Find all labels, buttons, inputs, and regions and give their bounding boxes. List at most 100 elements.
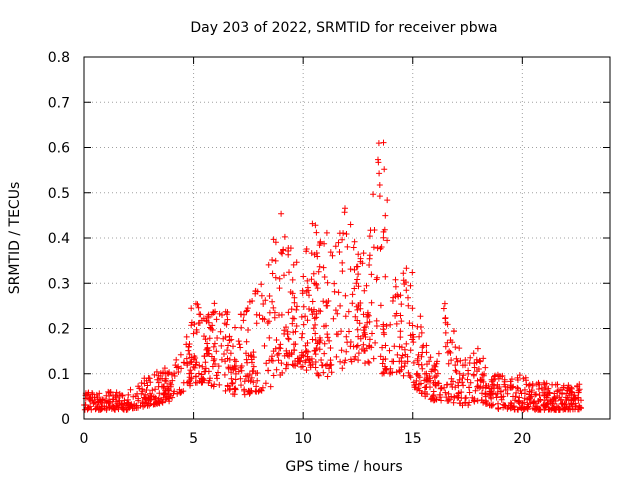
data-point xyxy=(339,259,346,266)
data-point xyxy=(366,252,373,259)
data-point xyxy=(342,357,349,364)
data-point xyxy=(269,353,275,360)
data-point xyxy=(122,404,129,411)
data-point xyxy=(338,347,345,354)
data-point xyxy=(476,384,483,391)
data-point xyxy=(110,396,117,403)
data-point xyxy=(293,323,300,329)
data-point xyxy=(351,266,358,273)
data-point xyxy=(300,303,307,310)
data-point xyxy=(559,400,566,407)
data-point xyxy=(290,261,297,268)
data-point xyxy=(258,281,265,288)
data-point xyxy=(228,380,235,387)
data-point xyxy=(269,257,276,263)
data-point xyxy=(392,276,399,283)
data-point xyxy=(450,328,457,335)
data-point xyxy=(490,377,497,384)
data-point xyxy=(302,313,309,320)
data-point xyxy=(204,345,211,352)
data-point xyxy=(477,358,484,365)
data-point xyxy=(237,364,244,371)
data-point xyxy=(354,342,361,349)
data-point xyxy=(370,355,377,362)
data-point xyxy=(351,238,358,245)
data-point xyxy=(343,231,350,237)
data-point xyxy=(378,244,385,250)
data-point xyxy=(283,361,290,368)
data-point xyxy=(139,399,146,406)
data-point xyxy=(575,387,582,394)
data-point xyxy=(281,272,287,279)
data-point xyxy=(271,309,278,316)
data-point xyxy=(438,397,445,404)
data-point xyxy=(348,358,355,365)
data-point xyxy=(440,305,447,312)
data-point xyxy=(231,356,238,363)
data-point xyxy=(191,321,198,328)
data-point xyxy=(195,304,202,311)
data-point xyxy=(413,371,420,378)
data-point xyxy=(292,328,299,335)
data-point xyxy=(488,402,494,409)
data-point xyxy=(187,382,193,389)
data-point xyxy=(338,328,345,335)
data-point xyxy=(350,244,357,251)
data-point xyxy=(302,357,309,364)
data-point xyxy=(141,375,148,382)
data-point xyxy=(314,370,321,377)
data-point xyxy=(314,340,321,347)
data-point xyxy=(480,355,487,362)
data-point xyxy=(391,343,398,350)
data-point xyxy=(235,338,242,345)
data-point xyxy=(206,335,213,342)
data-point xyxy=(450,399,457,406)
data-point xyxy=(242,373,249,380)
data-point xyxy=(410,379,417,386)
data-point xyxy=(169,394,176,401)
data-point xyxy=(483,383,490,389)
data-point xyxy=(417,313,424,320)
data-point xyxy=(271,314,278,321)
data-point xyxy=(198,371,205,378)
data-point xyxy=(382,356,389,362)
data-point xyxy=(342,292,349,299)
data-point xyxy=(419,349,426,356)
data-point xyxy=(379,360,386,367)
data-point xyxy=(131,401,138,408)
data-point xyxy=(515,398,522,404)
data-point xyxy=(373,323,380,329)
data-point xyxy=(342,313,349,320)
data-point xyxy=(128,402,135,409)
data-point xyxy=(224,382,231,389)
data-point xyxy=(364,309,371,316)
data-point xyxy=(217,328,224,335)
data-point xyxy=(377,353,384,360)
data-point xyxy=(576,402,583,409)
data-point xyxy=(147,379,154,386)
data-point xyxy=(279,250,286,257)
data-point xyxy=(266,334,273,341)
data-point xyxy=(456,345,463,352)
data-point xyxy=(339,268,346,275)
data-point xyxy=(201,333,207,340)
data-point xyxy=(276,285,283,292)
data-point xyxy=(354,306,361,313)
data-point xyxy=(231,386,238,393)
data-point xyxy=(215,363,222,370)
data-point xyxy=(324,373,331,380)
data-point xyxy=(329,252,336,259)
data-point xyxy=(188,322,195,329)
data-point xyxy=(426,358,433,365)
x-axis-ticks: 0 5 10 15 20 xyxy=(80,57,531,447)
data-point xyxy=(405,302,412,309)
data-point xyxy=(310,325,317,332)
data-point xyxy=(373,317,380,324)
data-point xyxy=(312,330,319,337)
data-point xyxy=(298,313,305,320)
data-point xyxy=(281,327,288,334)
data-point xyxy=(538,385,545,392)
data-point xyxy=(361,287,368,294)
data-point xyxy=(442,319,449,326)
data-point xyxy=(380,326,387,333)
